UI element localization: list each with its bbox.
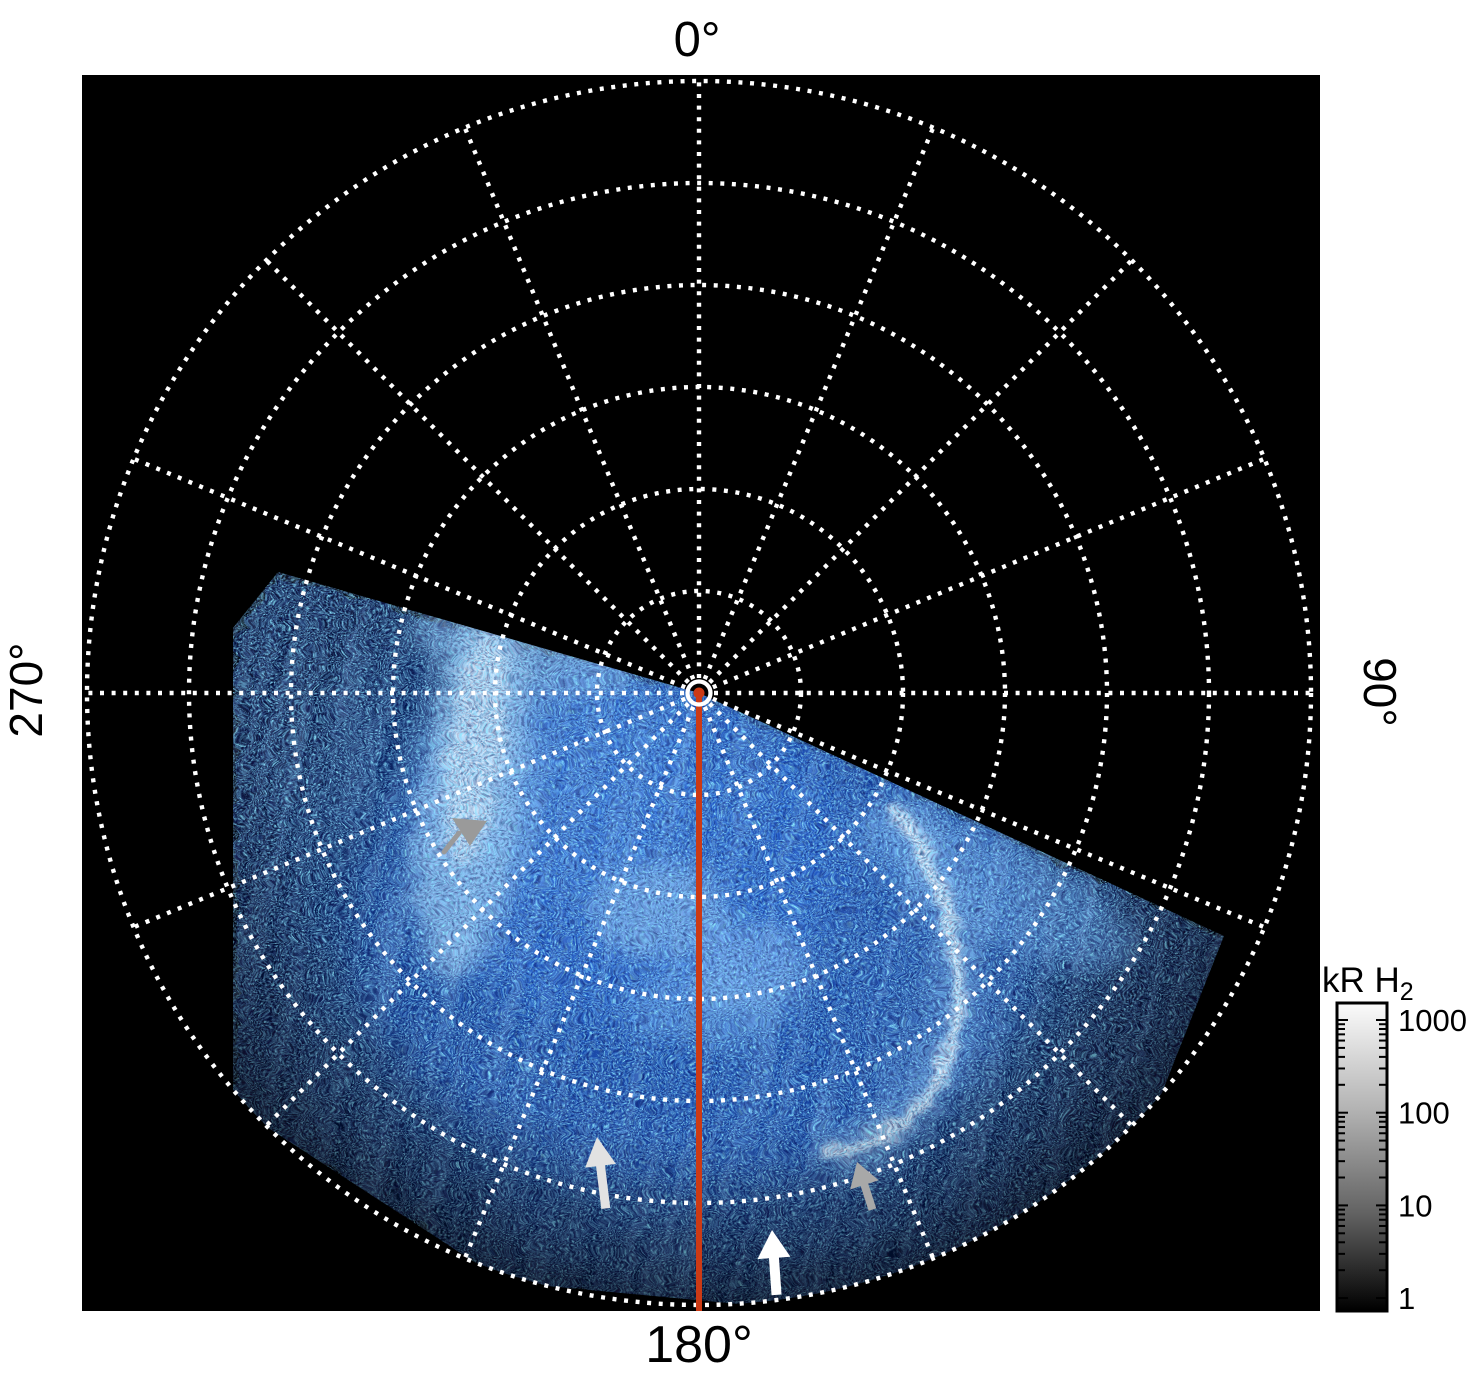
arrow-up-left-icon (850, 1162, 879, 1211)
angle-label-90: 90° (1354, 657, 1406, 727)
pointer-down-icon (452, 818, 487, 846)
angle-label-270: 270° (0, 642, 52, 737)
grid-circle (594, 588, 804, 798)
colorbar-tick-label: 1000 (1398, 1003, 1467, 1038)
pole-dot (693, 687, 705, 699)
colorbar-tick-label: 10 (1398, 1188, 1432, 1223)
arrow-up-icon (757, 1230, 791, 1296)
angle-label-0: 0° (674, 13, 721, 67)
colorbar-title-sub: 2 (1400, 978, 1414, 1006)
colorbar: kR H2 1000 100 10 1 (1322, 961, 1467, 1316)
colorbar-title-main: kR H (1322, 961, 1400, 1000)
angle-label-180: 180° (645, 1316, 753, 1374)
colorbar-title: kR H2 (1322, 961, 1414, 1006)
annotation-arrows (441, 818, 879, 1296)
pole-ring (685, 679, 713, 707)
colorbar-tick-labels: 1000 100 10 1 (1398, 1003, 1467, 1316)
grid-circle (84, 78, 1314, 1308)
colorbar-gradient-bar (1335, 1001, 1389, 1313)
pointer-tail (441, 830, 462, 855)
colorbar-tick-label: 1 (1398, 1281, 1415, 1316)
arrow-up-icon (585, 1137, 616, 1210)
colorbar-ticks (1337, 1019, 1387, 1300)
colorbar-tick-label: 100 (1398, 1096, 1450, 1131)
